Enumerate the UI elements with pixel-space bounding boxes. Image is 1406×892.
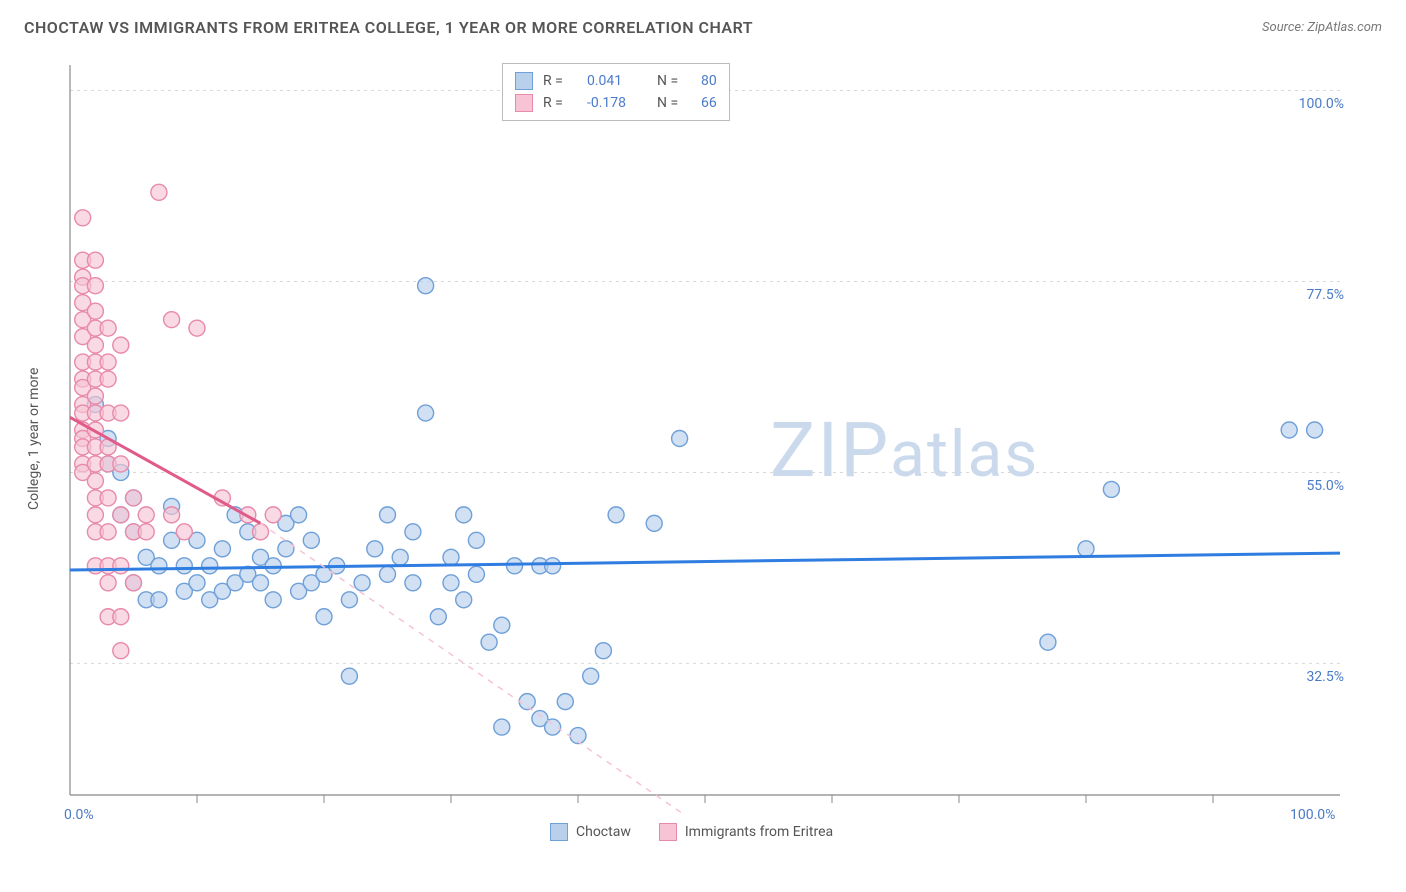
legend-swatch xyxy=(550,823,568,841)
n-label: N = xyxy=(657,73,691,89)
scatter-plot xyxy=(50,55,1350,815)
legend-item: Immigrants from Eritrea xyxy=(659,823,833,841)
source-attribution: Source: ZipAtlas.com xyxy=(1262,20,1382,35)
n-value: 80 xyxy=(701,73,717,89)
chart-area: College, 1 year or more ZIPatlas R =0.04… xyxy=(50,55,1390,830)
r-value: -0.178 xyxy=(587,95,647,111)
x-tick-label: 0.0% xyxy=(64,807,94,823)
r-label: R = xyxy=(543,95,577,111)
y-tick-label: 32.5% xyxy=(1306,669,1344,685)
legend-item-label: Choctaw xyxy=(576,824,631,840)
y-tick-label: 55.0% xyxy=(1306,478,1344,494)
r-label: R = xyxy=(543,73,577,89)
legend-row: R = 0.041 N = 80 xyxy=(515,70,717,92)
y-tick-label: 77.5% xyxy=(1306,287,1344,303)
legend-item: Choctaw xyxy=(550,823,631,841)
legend-swatch xyxy=(659,823,677,841)
legend-swatch xyxy=(515,94,533,112)
chart-title: CHOCTAW VS IMMIGRANTS FROM ERITREA COLLE… xyxy=(24,18,753,37)
legend-item-label: Immigrants from Eritrea xyxy=(685,824,833,840)
n-value: 66 xyxy=(701,95,717,111)
correlation-legend: R = 0.041 N = 80 R = -0.178 N = 66 xyxy=(502,63,730,121)
series-legend: Choctaw Immigrants from Eritrea xyxy=(550,823,833,841)
y-tick-label: 100.0% xyxy=(1299,96,1344,112)
x-tick-label: 100.0% xyxy=(1290,807,1335,823)
r-value: 0.041 xyxy=(587,73,647,89)
legend-swatch xyxy=(515,72,533,90)
legend-row: R = -0.178 N = 66 xyxy=(515,92,717,114)
y-axis-label: College, 1 year or more xyxy=(26,368,42,510)
n-label: N = xyxy=(657,95,691,111)
